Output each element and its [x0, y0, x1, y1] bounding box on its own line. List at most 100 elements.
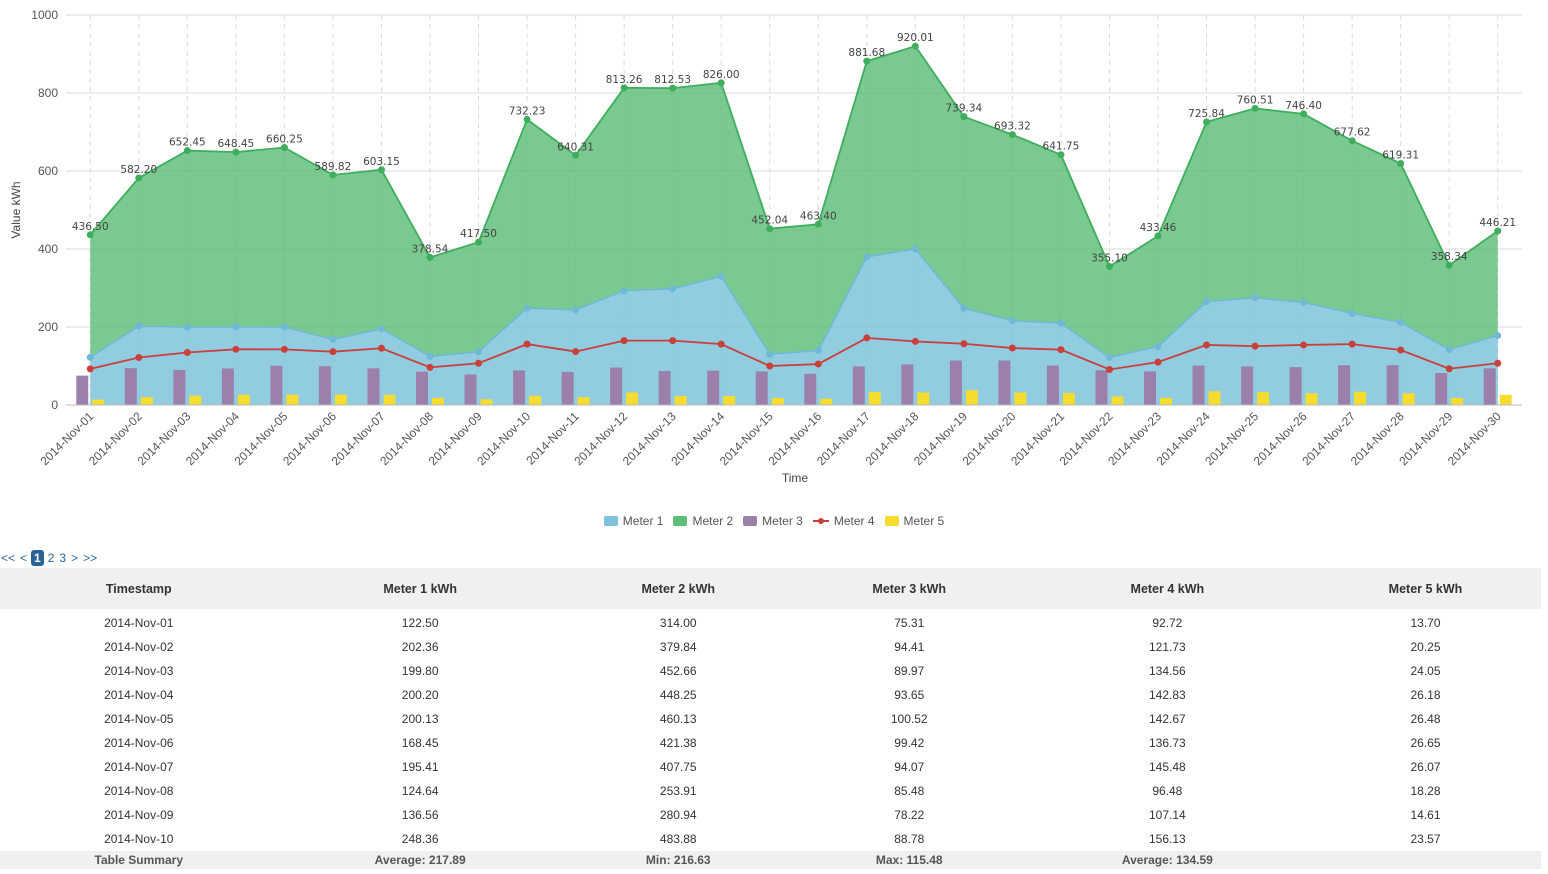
summary-meter-1: Average: 217.89 [277, 851, 563, 869]
legend-item-meter-3[interactable]: Meter 3 [743, 514, 803, 528]
table-cell: 200.13 [401, 712, 439, 726]
legend-item-meter-1[interactable]: Meter 1 [603, 514, 664, 528]
table-cell: 452.66 [659, 664, 697, 678]
legend-label: Meter 1 [622, 514, 664, 528]
header-meter-4[interactable]: Meter 4 kWh [1024, 568, 1310, 609]
meter-4-point [717, 340, 725, 348]
table-cell: 89.97 [894, 664, 925, 678]
legend-item-meter-5[interactable]: Meter 5 [884, 514, 944, 528]
table-cell: 2014-Nov-07 [104, 760, 174, 774]
meter-1-point [1397, 318, 1405, 326]
meter-1-point [814, 346, 822, 354]
stack-total-label: 452.04 [751, 215, 788, 227]
header-meter-1[interactable]: Meter 1 kWh [277, 568, 563, 609]
table-row: 2014-Nov-07 195.41 407.75 94.07 145.48 26.07 [0, 755, 1541, 779]
page-link-3[interactable]: 3 [59, 551, 67, 565]
header-meter-2[interactable]: Meter 2 kWh [562, 568, 794, 609]
legend-item-meter-2[interactable]: Meter 2 [673, 514, 733, 528]
page-link-2[interactable]: 2 [47, 551, 55, 565]
table-row: 2014-Nov-10 248.36 483.88 88.78 156.13 23.57 [0, 827, 1541, 851]
meter-1-point [1494, 332, 1502, 340]
table-cell: 2014-Nov-02 [104, 640, 174, 654]
meter-1-point [669, 285, 677, 293]
meter-3-bar [124, 368, 137, 405]
summary-meter-2: Min: 216.63 [562, 851, 794, 869]
stack-total-label: 881.68 [848, 47, 885, 59]
stack-total-label: 652.45 [169, 137, 206, 149]
stack-total-label: 746.40 [1285, 100, 1322, 112]
meter-3-bar [1289, 367, 1302, 405]
meter-3-bar [1386, 365, 1399, 405]
table-cell: 92.72 [1152, 616, 1183, 630]
table-cell: 121.73 [1149, 640, 1186, 654]
stack-total-label: 648.45 [217, 138, 254, 150]
meter-5-bar [1499, 394, 1512, 405]
meter-1-point [475, 348, 483, 356]
meter-1-point [1445, 346, 1453, 354]
table-cell: 314.00 [659, 616, 697, 630]
meter-5-bar [140, 397, 153, 405]
stack-total-label: 436.50 [72, 221, 109, 233]
meter-4-point [329, 348, 337, 356]
meter-2-point [1251, 104, 1259, 112]
meter-5-bar [189, 395, 202, 405]
meter-3-bar [707, 370, 720, 405]
legend-label: Meter 4 [833, 514, 875, 528]
meter-4-point [1348, 340, 1356, 348]
table-cell: 168.45 [401, 736, 439, 750]
meter-1-point [572, 306, 580, 314]
next-page-link[interactable]: > [71, 551, 79, 565]
meter-1-point [766, 350, 774, 358]
table-cell: 99.42 [894, 736, 925, 750]
stack-total-label: 812.53 [654, 74, 691, 86]
meter-5-bar [92, 399, 105, 405]
table-row: 2014-Nov-05 200.13 460.13 100.52 142.67 26.48 [0, 707, 1541, 731]
table-row: 2014-Nov-06 168.45 421.38 99.42 136.73 26.65 [0, 731, 1541, 755]
header-meter-5[interactable]: Meter 5 kWh [1309, 568, 1541, 609]
meter-2-point [426, 253, 434, 261]
first-page-link[interactable]: << [1, 551, 16, 565]
table-cell: 2014-Nov-10 [104, 832, 174, 846]
meter-5-bar [868, 392, 881, 405]
meter-1-point [232, 323, 240, 331]
meter-3-bar [1192, 365, 1205, 405]
table-cell: 460.13 [659, 712, 697, 726]
last-page-link[interactable]: >> [83, 551, 98, 565]
meter-2-point [523, 115, 531, 123]
table-cell: 20.25 [1410, 640, 1441, 654]
prev-page-link[interactable]: < [20, 551, 28, 565]
meter-3-bar [998, 360, 1011, 405]
stack-total-label: 446.21 [1479, 217, 1516, 229]
header-meter-3[interactable]: Meter 3 kWh [793, 568, 1025, 609]
stack-total-label: 640.31 [557, 141, 594, 153]
energy-chart: 0 200 400 600 800 1000 436.50 582.20 652.45 648.4… [9, 8, 1522, 485]
meter-5-bar [1208, 391, 1221, 405]
stack-total-label: 725.84 [1188, 108, 1225, 120]
meter-3-bar [610, 367, 623, 405]
table-cell: 280.94 [659, 808, 697, 822]
meter-1-point [377, 325, 385, 333]
stack-total-label: 417.50 [460, 228, 497, 240]
stack-total-label: 760.51 [1237, 94, 1274, 106]
legend-item-meter-4[interactable]: Meter 4 [812, 514, 875, 528]
meter-2-point [1105, 263, 1113, 271]
table-cell: 448.25 [659, 688, 697, 702]
page-link-1[interactable]: 1 [31, 550, 44, 566]
meter-3-bar [1338, 365, 1351, 405]
stack-total-label: 589.82 [315, 161, 352, 173]
meter-4-point [377, 344, 385, 352]
table-row: 2014-Nov-09 136.56 280.94 78.22 107.14 14.61 [0, 803, 1541, 827]
stack-total-label: 582.20 [120, 164, 157, 176]
meter-3-bar [1483, 368, 1496, 405]
table-cell: 26.48 [1410, 712, 1441, 726]
header-timestamp[interactable]: Timestamp [0, 568, 278, 609]
meter-4-point [814, 360, 822, 368]
meter-4-point [1154, 358, 1162, 366]
stack-total-label: 433.46 [1140, 222, 1177, 234]
table-cell: 94.07 [894, 760, 925, 774]
meter-2-line [89, 45, 1499, 268]
table-cell: 2014-Nov-03 [104, 664, 174, 678]
table-cell: 14.61 [1410, 808, 1441, 822]
meter-1-line [89, 248, 1498, 359]
meter-3-bar [1046, 365, 1059, 405]
